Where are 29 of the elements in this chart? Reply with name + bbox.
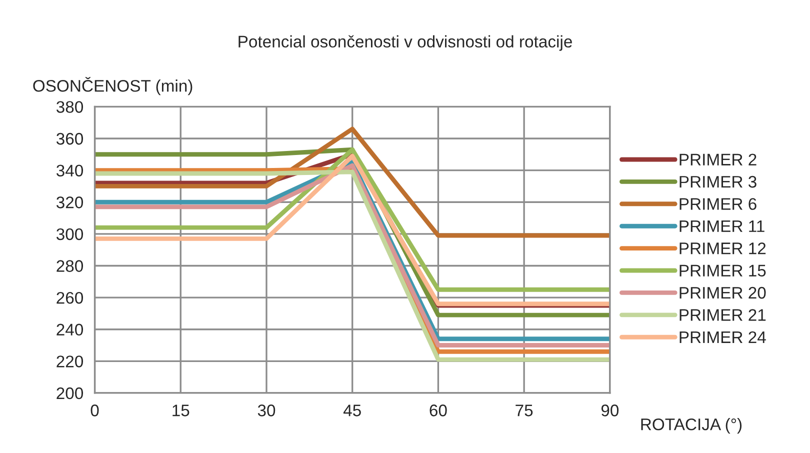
legend-label: PRIMER 12: [680, 242, 766, 254]
legend-label: PRIMER 2: [680, 154, 756, 166]
chart-title: Potencial osončenosti v odvisnosti od rotacije: [238, 35, 572, 51]
y-tick-label: 220: [56, 356, 84, 368]
y-tick-label: 300: [56, 228, 84, 240]
y-tick-label: 260: [56, 292, 84, 304]
legend-label: PRIMER 24: [680, 331, 766, 343]
x-tick-label: 0: [90, 404, 99, 416]
y-axis-title: OSONČENOST (min): [33, 77, 192, 96]
legend-label: PRIMER 15: [680, 264, 766, 277]
x-tick-label: 15: [172, 404, 190, 416]
x-tick-label: 45: [343, 404, 361, 416]
y-tick-label: 360: [56, 132, 84, 145]
y-tick-label: 340: [56, 164, 84, 177]
y-tick-label: 200: [56, 387, 84, 400]
legend-label: PRIMER 11: [680, 220, 764, 232]
y-tick-label: 280: [56, 260, 84, 272]
x-tick-label: 60: [430, 404, 447, 416]
legend-label: PRIMER 3: [680, 176, 756, 188]
x-tick-label: 75: [516, 404, 533, 416]
x-axis-title: ROTACIJA (°): [641, 418, 742, 434]
y-tick-label: 240: [56, 324, 84, 336]
legend-label: PRIMER 21: [680, 309, 766, 321]
x-tick-label: 30: [258, 404, 276, 416]
x-tick-label: 90: [601, 404, 619, 416]
legend-label: PRIMER 6: [680, 198, 756, 210]
y-tick-label: 380: [56, 101, 84, 113]
y-tick-label: 320: [56, 196, 84, 208]
legend-label: PRIMER 20: [680, 286, 766, 299]
